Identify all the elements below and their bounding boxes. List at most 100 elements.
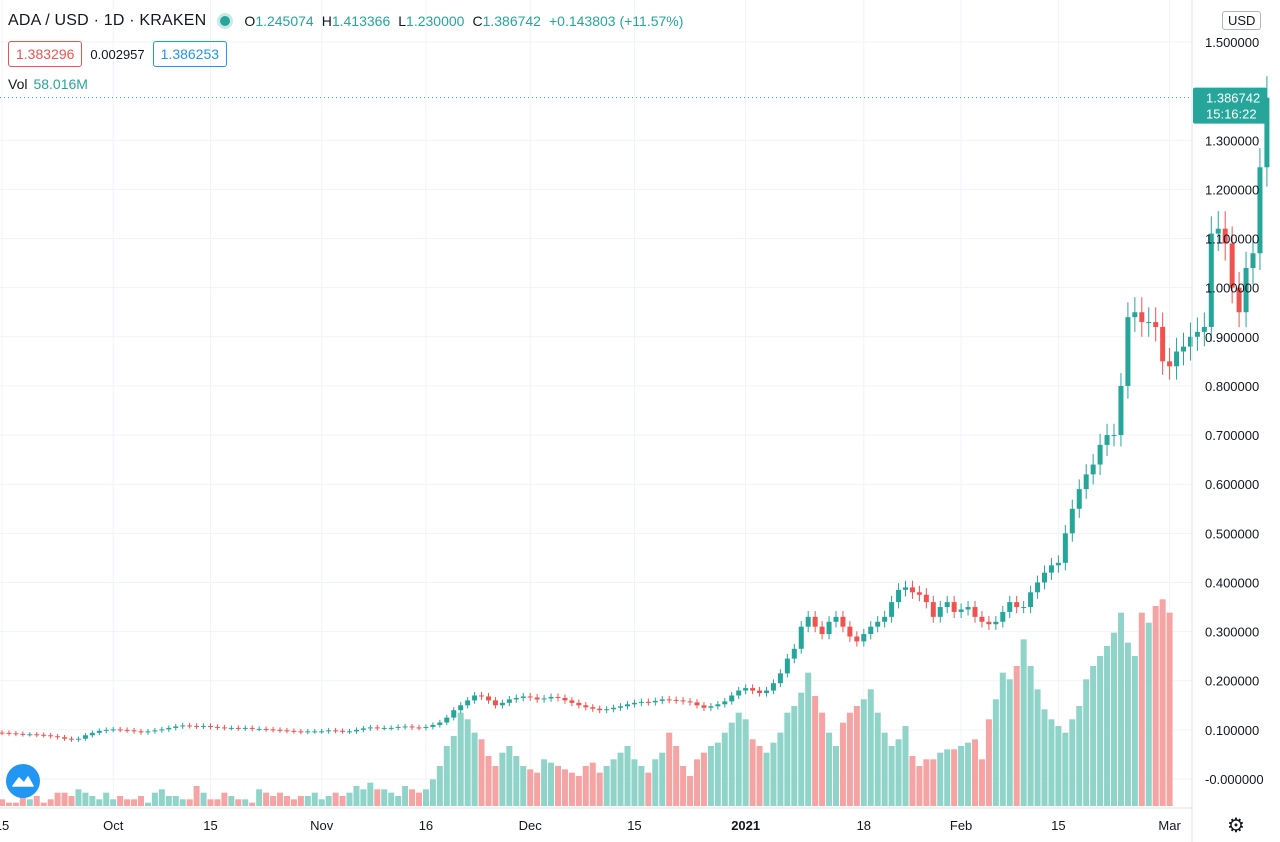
candle-body [930, 602, 936, 617]
candle-body [972, 607, 978, 617]
candle-body [555, 696, 561, 698]
gear-icon[interactable]: ⚙ [1227, 815, 1245, 837]
candle-body [270, 729, 276, 731]
y-tick-label: 0.800000 [1205, 379, 1259, 394]
x-tick-label: 2021 [731, 818, 760, 833]
volume-bars [0, 599, 1173, 806]
candle-body [854, 636, 860, 642]
candle-body [840, 616, 846, 627]
volume-bar [846, 712, 853, 806]
y-tick-label: 0.200000 [1205, 674, 1259, 689]
volume-bar [381, 789, 388, 806]
volume-bar [131, 799, 138, 806]
candle-body [645, 701, 651, 703]
x-tick-label: 15 [1051, 818, 1065, 833]
volume-bar [1034, 689, 1041, 806]
volume-bar [457, 712, 464, 806]
candle-body [805, 616, 811, 627]
candle-body [201, 725, 207, 727]
volume-bar [1138, 612, 1145, 806]
candle-body [277, 729, 283, 731]
candle-body [423, 726, 429, 728]
volume-bar [304, 796, 311, 806]
candle-body [583, 705, 589, 708]
y-tick-label: 1.200000 [1205, 182, 1259, 197]
candle-body [89, 732, 95, 736]
candle-body [951, 602, 957, 612]
volume-bar [527, 769, 534, 806]
volume-bar [325, 796, 332, 806]
volume-bar [965, 742, 972, 806]
candle-body [1104, 435, 1110, 445]
candle-body [1187, 336, 1193, 347]
candle-body [110, 729, 116, 731]
candle-body [75, 738, 81, 740]
y-tick-label: 0.700000 [1205, 428, 1259, 443]
volume-label: Vol [8, 76, 28, 92]
buy-price-button[interactable]: 1.386253 [152, 41, 228, 67]
candle-body [298, 731, 304, 733]
tradingview-logo-icon[interactable] [6, 764, 40, 798]
symbol-title[interactable]: ADA / USD · 1D · KRAKEN [8, 12, 207, 29]
volume-legend[interactable]: Vol 58.016M [8, 76, 88, 92]
volume-bar [1027, 666, 1034, 806]
volume-bar [867, 689, 874, 806]
candle-body [82, 735, 88, 739]
candle-body [62, 737, 68, 739]
volume-bar [582, 766, 589, 806]
volume-bar [200, 792, 207, 806]
candle-body [333, 730, 339, 732]
candle-body [221, 727, 227, 729]
y-tick-label: 0.900000 [1205, 330, 1259, 345]
candle-body [208, 725, 213, 727]
candle-body [444, 717, 450, 723]
candle-body [180, 725, 186, 727]
x-tick-label: 18 [857, 818, 871, 833]
candle-body [770, 683, 776, 691]
candle-body [409, 726, 415, 728]
volume-bar [742, 719, 749, 806]
volume-bar [596, 772, 603, 806]
volume-bar [172, 796, 179, 806]
volume-bar [179, 799, 186, 806]
candle-body [861, 634, 867, 642]
y-tick-label: 1.100000 [1205, 232, 1259, 247]
candle-body [1076, 489, 1082, 509]
volume-bar [290, 799, 297, 806]
volume-bar [1166, 612, 1173, 806]
volume-bar [110, 799, 117, 806]
candle-body [256, 728, 262, 730]
volume-bar [165, 796, 172, 806]
candle-body [986, 621, 992, 625]
volume-bar [402, 786, 409, 806]
candle-body [777, 673, 783, 684]
candle-body [131, 730, 137, 732]
currency-button[interactable]: USD [1222, 11, 1262, 30]
candle-body [27, 734, 33, 736]
volume-bar [812, 696, 819, 806]
symbol-legend[interactable]: ADA / USD · 1D · KRAKEN O1.245074 H1.413… [8, 12, 683, 30]
candle-body [1208, 233, 1214, 327]
candle-body [284, 730, 290, 732]
low-value: 1.230000 [406, 13, 465, 29]
volume-bar [68, 796, 75, 806]
candle-body [541, 698, 547, 700]
candle-body [388, 727, 394, 729]
candle-body [353, 729, 359, 732]
candle-body [993, 621, 999, 625]
change-value: +0.143803 (+11.57%) [548, 13, 684, 29]
volume-bar [978, 759, 985, 806]
candle-body [360, 728, 366, 730]
volume-bar [263, 792, 270, 806]
volume-bar [485, 756, 492, 806]
sell-price-button[interactable]: 1.383296 [8, 41, 83, 67]
candle-body [909, 587, 915, 593]
candle-body [1174, 351, 1180, 367]
volume-bar [1090, 666, 1097, 806]
candle-body [1153, 322, 1159, 327]
volume-bar [82, 792, 89, 806]
volume-bar [1055, 726, 1062, 806]
candle-body [882, 616, 888, 622]
volume-bar [958, 746, 965, 806]
